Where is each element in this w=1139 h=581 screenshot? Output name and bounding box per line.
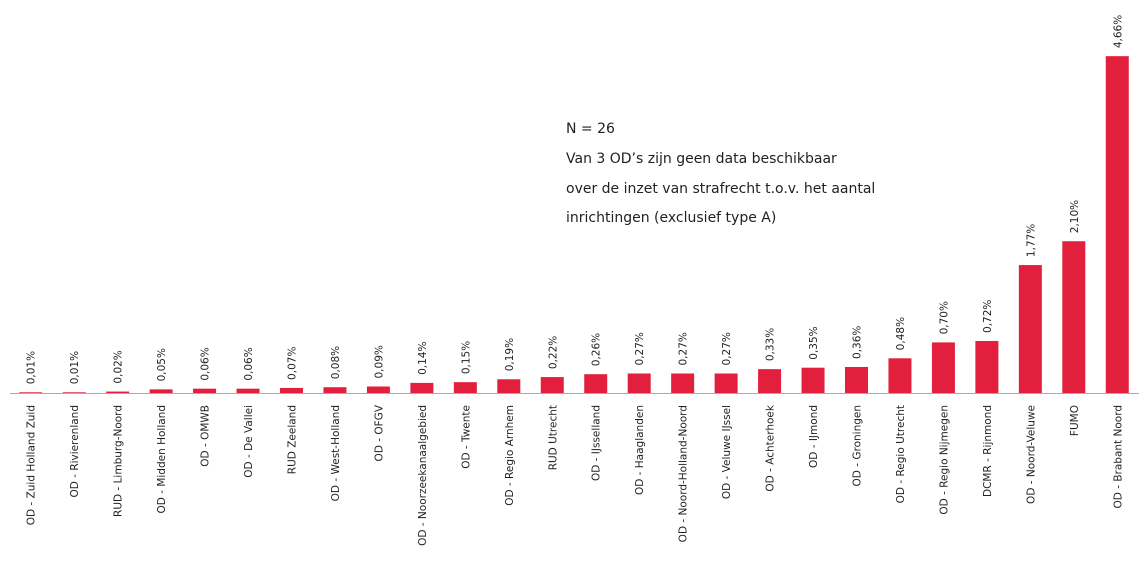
bar bbox=[453, 382, 477, 393]
value-label: 0,27% bbox=[634, 332, 646, 365]
value-label: 0,15% bbox=[460, 341, 472, 374]
x-tick-label: FUMO bbox=[1069, 405, 1081, 436]
bar bbox=[19, 392, 43, 393]
value-label: 0,33% bbox=[765, 328, 777, 361]
x-tick-label: OD - Veluwe IJssel bbox=[721, 405, 733, 499]
value-label: 0,01% bbox=[26, 351, 38, 384]
value-label: 0,22% bbox=[547, 336, 559, 369]
bar bbox=[1062, 241, 1086, 393]
value-label: 0,02% bbox=[113, 350, 125, 383]
x-tick-label: OD - West-Holland bbox=[330, 405, 342, 501]
bar bbox=[888, 358, 912, 393]
x-tick-label: OD - Regio Arnhem bbox=[504, 405, 516, 506]
annotation: N = 26 bbox=[566, 121, 615, 137]
x-tick-label: OD - IJsselland bbox=[591, 405, 603, 481]
bar bbox=[931, 342, 955, 393]
annotation: Van 3 OD’s zijn geen data beschikbaar bbox=[566, 151, 837, 167]
bar bbox=[584, 374, 608, 393]
value-label: 0,27% bbox=[678, 332, 690, 365]
value-label: 0,09% bbox=[373, 345, 385, 378]
x-tick-label: RUD - Limburg-Noord bbox=[113, 405, 125, 517]
bar bbox=[627, 373, 651, 393]
bar bbox=[801, 367, 825, 393]
value-label: 0,35% bbox=[808, 326, 820, 359]
annotation: inrichtingen (exclusief type A) bbox=[566, 210, 776, 226]
bar bbox=[236, 388, 260, 393]
bar bbox=[366, 386, 390, 393]
bar bbox=[975, 340, 999, 393]
x-tick-label: OD - OFGV bbox=[373, 404, 385, 461]
bar bbox=[1105, 56, 1129, 393]
x-tick-label: OD - IJmond bbox=[808, 405, 820, 468]
bar bbox=[540, 377, 564, 393]
bar bbox=[410, 382, 434, 393]
x-tick-label: OD - Regio Utrecht bbox=[895, 405, 907, 503]
bar bbox=[280, 387, 303, 393]
bar bbox=[149, 389, 173, 393]
value-label: 0,05% bbox=[156, 348, 168, 381]
x-tick-label: OD - Noord-Veluwe bbox=[1025, 405, 1037, 504]
bar bbox=[758, 369, 782, 393]
bar bbox=[671, 373, 695, 393]
x-tick-label: OD - Brabant Noord bbox=[1112, 405, 1124, 508]
bar bbox=[1018, 265, 1042, 393]
value-label: 0,19% bbox=[504, 338, 516, 371]
value-label: 0,06% bbox=[243, 347, 255, 380]
x-tick-label: DCMR - Rijnmond bbox=[982, 405, 994, 497]
value-label: 0,06% bbox=[200, 347, 212, 380]
bar bbox=[323, 387, 347, 393]
x-tick-label: OD - OMWB bbox=[200, 405, 212, 467]
value-label: 0,08% bbox=[330, 346, 342, 379]
x-tick-label: RUD Utrecht bbox=[547, 405, 559, 470]
value-label: 2,10% bbox=[1069, 200, 1081, 233]
bar bbox=[106, 391, 130, 393]
bar bbox=[845, 366, 868, 393]
x-tick-label: OD - Regio Nijmegen bbox=[938, 405, 950, 515]
value-label: 0,72% bbox=[982, 300, 994, 333]
value-label: 0,27% bbox=[721, 332, 733, 365]
x-tick-label: OD - De Vallei bbox=[243, 405, 255, 478]
bar bbox=[62, 392, 86, 393]
value-label: 0,70% bbox=[938, 301, 950, 334]
x-tick-label: OD - Achterhoek bbox=[765, 404, 777, 491]
value-label: 0,26% bbox=[591, 333, 603, 366]
value-label: 0,07% bbox=[287, 347, 299, 380]
annotation: over de inzet van strafrecht t.o.v. het … bbox=[566, 181, 875, 197]
x-tick-label: RUD Zeeland bbox=[287, 405, 299, 474]
x-tick-label: OD - Zuid Holland Zuid bbox=[26, 405, 38, 525]
value-label: 0,48% bbox=[895, 317, 907, 350]
value-label: 0,14% bbox=[417, 342, 429, 375]
x-tick-label: OD - Haaglanden bbox=[634, 405, 646, 495]
bar bbox=[193, 388, 217, 393]
x-tick-label: OD - Groningen bbox=[852, 405, 864, 486]
value-label: 0,36% bbox=[852, 326, 864, 359]
value-label: 4,66% bbox=[1112, 15, 1124, 48]
bar bbox=[714, 373, 738, 393]
x-tick-label: OD - Noorzeekanaalgebied bbox=[417, 405, 429, 546]
x-tick-label: OD - Midden Holland bbox=[156, 405, 168, 513]
value-label: 0,01% bbox=[69, 351, 81, 384]
x-tick-label: OD - Rivierenland bbox=[69, 405, 81, 498]
x-tick-label: OD - Twente bbox=[460, 405, 472, 469]
x-tick-label: OD - Noord-Holland-Noord bbox=[678, 405, 690, 542]
bar bbox=[497, 379, 521, 393]
value-label: 1,77% bbox=[1025, 224, 1037, 257]
